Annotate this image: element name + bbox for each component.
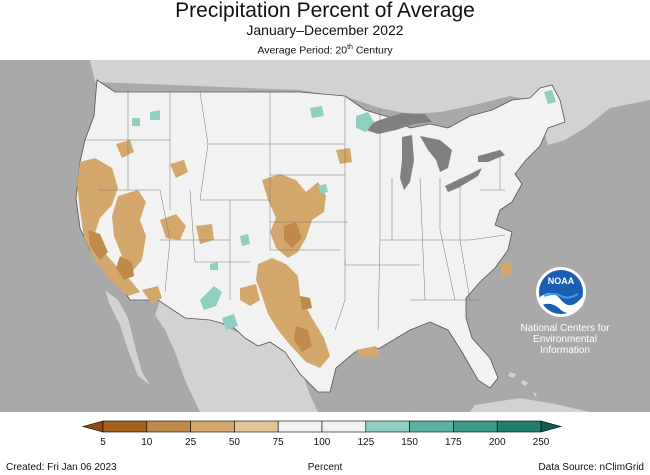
legend-tick-label: 10 — [141, 437, 153, 448]
average-period: Average Period: 20th Century — [0, 42, 650, 57]
map-subtitle: January–December 2022 — [246, 22, 404, 38]
state-borders — [84, 91, 506, 331]
created-date: Created: Fri Jan 06 2023 — [6, 462, 117, 473]
average-period-suffix: Century — [352, 44, 393, 57]
legend-tick-label: 250 — [533, 437, 550, 448]
color-legend: 5 10 25 50 75 100 125 150 175 200 250 — [81, 420, 563, 448]
lake-superior — [360, 113, 432, 134]
mexico-landmass — [105, 290, 318, 412]
agency-name: National Centers for Environmental Infor… — [505, 323, 625, 356]
average-period-text: Average Period: 20 — [257, 44, 348, 57]
noaa-logo: NOAA — [536, 267, 586, 317]
legend-arrow-low — [81, 420, 104, 433]
legend-bin — [365, 420, 410, 433]
very-dry-regions — [88, 222, 312, 352]
legend-bin — [277, 420, 323, 433]
canada-landmass — [0, 60, 650, 145]
legend-bin — [496, 420, 542, 433]
legend-bin — [321, 420, 367, 433]
average-period-sup: th — [347, 44, 353, 51]
wet-anomaly-regions — [132, 90, 556, 330]
legend-ticks: 5 10 25 50 75 100 125 150 175 200 250 — [100, 437, 550, 448]
legend-bin — [102, 420, 148, 433]
agency-name-line-3: Information — [539, 345, 591, 356]
precipitation-map: NOAA — [0, 60, 650, 412]
legend-tick-label: 175 — [445, 437, 462, 448]
caribbean-landmass — [470, 398, 590, 412]
lake-huron — [420, 136, 452, 172]
legend-arrow-high — [540, 420, 563, 433]
bahamas-landmass — [508, 372, 537, 397]
lake-michigan — [400, 135, 414, 190]
legend-tick-label: 125 — [357, 437, 374, 448]
data-source: Data Source: nClimGrid — [538, 462, 644, 473]
lake-ontario — [478, 150, 505, 162]
dry-anomaly-regions — [77, 140, 512, 368]
legend-bin — [146, 420, 191, 433]
legend-tick-label: 50 — [229, 437, 241, 448]
legend-tick-label: 5 — [100, 437, 106, 448]
lake-erie — [445, 168, 482, 192]
legend-unit: Percent — [307, 462, 343, 473]
legend-bins — [81, 420, 563, 433]
legend-tick-label: 150 — [401, 437, 418, 448]
legend-bin — [409, 420, 454, 433]
legend-tick-label: 200 — [489, 437, 506, 448]
agency-name-line-1: National Centers for — [520, 323, 610, 334]
map-title: Precipitation Percent of Average — [175, 0, 475, 22]
agency-name-line-2: Environmental — [533, 334, 597, 345]
legend-bin — [234, 420, 279, 433]
legend-tick-label: 100 — [314, 437, 331, 448]
legend-tick-label: 75 — [273, 437, 285, 448]
noaa-logo-text: NOAA — [548, 276, 575, 286]
legend-tick-label: 25 — [185, 437, 197, 448]
legend-bin — [190, 420, 235, 433]
legend-bin — [453, 420, 498, 433]
